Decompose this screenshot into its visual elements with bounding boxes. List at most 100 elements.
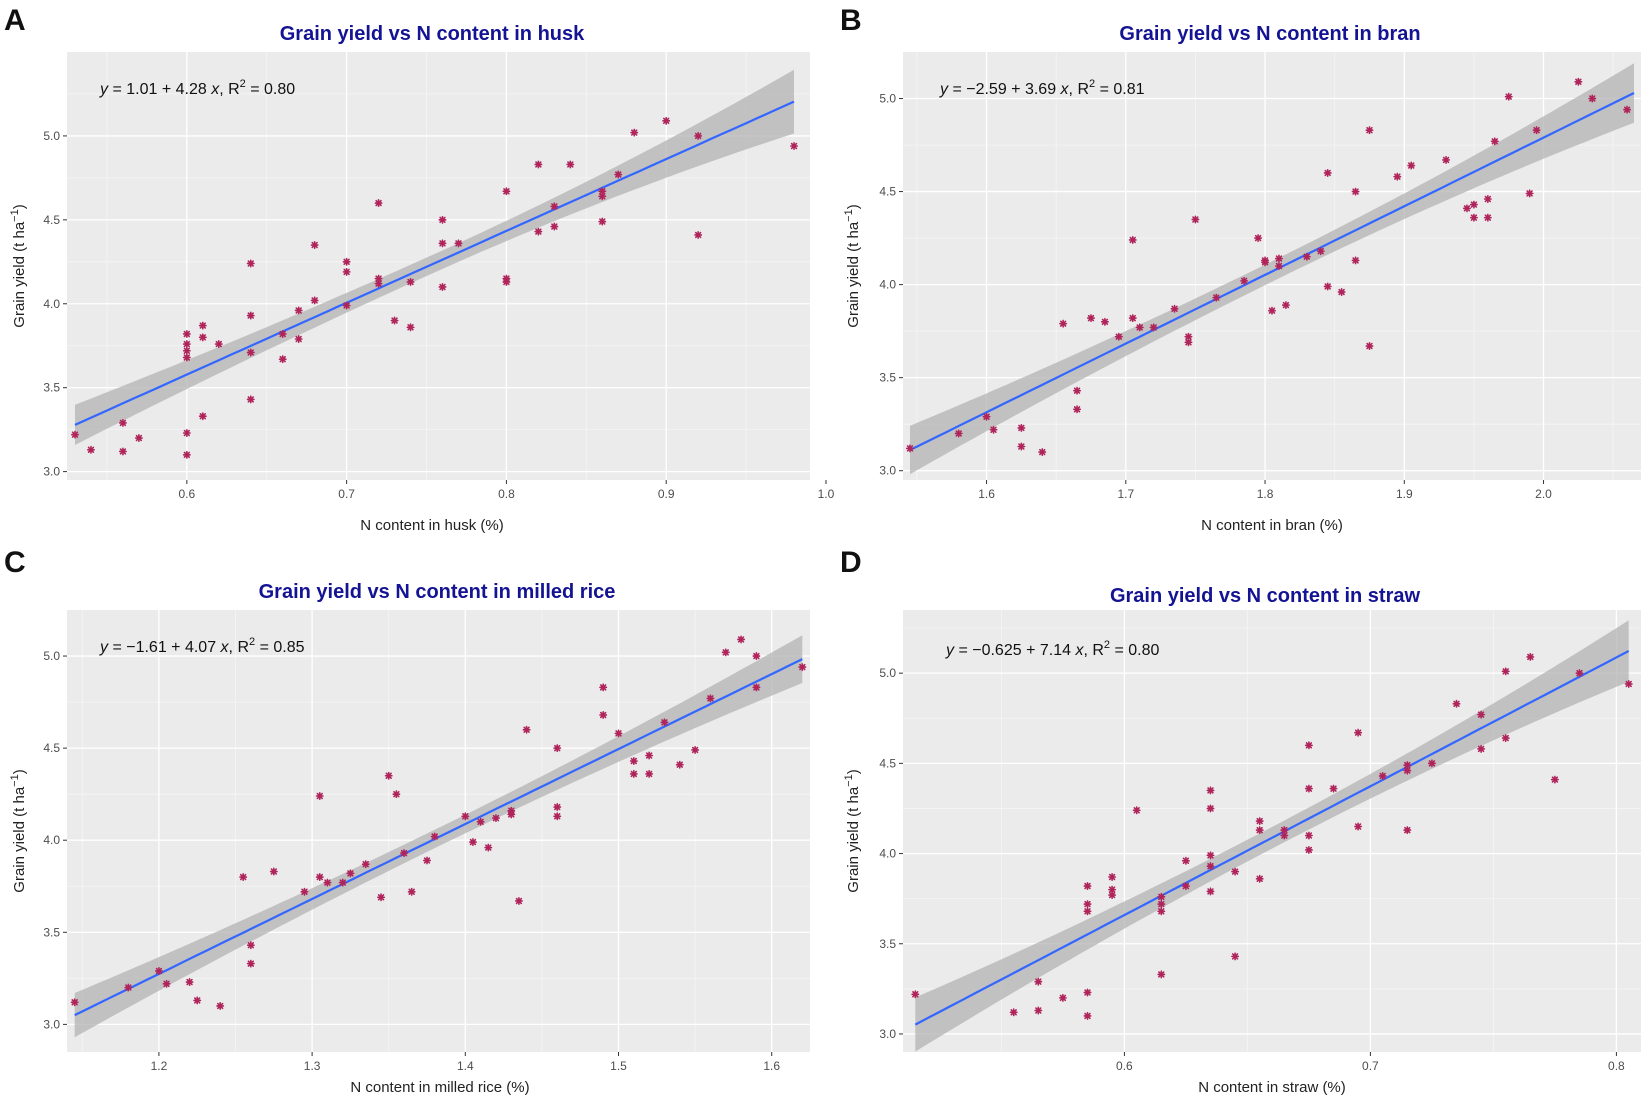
data-point [70,998,79,1007]
data-point [752,683,761,692]
x-tick-label: 1.0 [818,487,835,501]
data-point [1280,826,1289,835]
y-tick-label: 4.5 [43,213,60,227]
data-point [905,444,914,453]
panel-b-fit-line [909,92,1635,451]
data-point [1403,761,1412,770]
data-point [1206,862,1215,871]
panel-a-eq-lhs: y [99,81,109,98]
x-tick-label: 1.9 [1396,487,1413,501]
data-point [294,306,303,315]
data-point [1490,137,1499,146]
data-point [1624,679,1633,688]
panel-d-eq-r2label: , R [1083,642,1103,659]
data-point [438,215,447,224]
data-point [629,757,638,766]
x-tick-label: 1.4 [457,1059,474,1073]
panel-d-title: Grain yield vs N content in straw [1110,585,1421,607]
data-point [1469,200,1478,209]
data-point [323,878,332,887]
panel-c-x-ticks: 1.2 1.3 1.4 1.5 1.6 [151,1052,780,1073]
panel-b-equation: y = −2.59 + 3.69 x, R2 = 0.81 [939,78,1145,98]
data-point [423,856,432,865]
data-point [982,412,991,421]
regression-line [914,650,1630,1026]
data-point [522,725,531,734]
data-point [630,128,639,137]
panel-d-y-ticks: 3.0 3.5 4.0 4.5 5.0 [879,666,903,1041]
data-point [660,718,669,727]
panel-a-confidence-band [75,69,794,445]
panel-c-y-ticks: 3.0 3.5 4.0 4.5 5.0 [43,649,67,1031]
panel-c-eq-r2label: , R [229,639,249,656]
data-point [1083,907,1092,916]
data-point [1083,900,1092,909]
data-point [1073,386,1082,395]
data-point [954,429,963,438]
data-point [468,838,477,847]
data-point [239,873,248,882]
panel-a-eq-r2value: = 0.80 [246,81,295,98]
data-point [550,202,559,211]
panel-c-x-axis-label: N content in milled rice (%) [350,1079,529,1096]
data-point [1255,826,1264,835]
panel-b-eq-lhs: y [939,81,949,98]
data-point [1323,282,1332,291]
data-point [1427,759,1436,768]
data-point [1268,306,1276,315]
data-point [374,274,383,283]
data-point [911,990,920,999]
x-tick-label: 0.9 [658,487,675,501]
data-point [694,131,703,140]
data-point [645,769,654,778]
data-point [1157,892,1166,901]
data-point [1157,907,1166,916]
data-point [598,217,607,226]
data-point [1274,262,1283,270]
panel-a-points [70,116,799,459]
panel-d-fit-line [914,650,1630,1026]
data-point [550,222,559,231]
data-point [491,814,500,823]
data-point [1442,155,1451,164]
data-point [1365,342,1374,351]
data-point [1304,784,1313,793]
y-tick-label: 4.0 [43,833,60,847]
data-point [407,887,416,896]
data-point [1477,710,1486,719]
x-tick-label: 1.7 [1117,487,1134,501]
data-point [1575,669,1584,678]
data-point [1351,256,1360,265]
data-point [182,346,191,355]
data-point [1231,867,1240,876]
data-point [1132,806,1141,815]
data-point [1504,92,1513,101]
data-point [361,860,370,869]
data-point [214,340,223,349]
data-point [162,979,171,988]
panel-c: C Grain yield vs N content in milled ric… [4,546,810,1096]
panel-b-x-axis-label: N content in bran (%) [1201,517,1343,534]
data-point [1588,94,1597,103]
data-point [269,867,278,876]
panel-c-y-axis-label: Grain yield (t ha−1) [9,769,28,892]
data-point [374,199,383,208]
data-point [502,274,511,283]
data-point [1274,254,1283,263]
data-point [1128,235,1137,244]
data-point [342,301,351,310]
data-point [598,187,607,196]
data-point [1083,988,1092,997]
data-point [1316,247,1325,256]
panel-a-y-ticks: 3.0 3.5 4.0 4.5 5.0 [43,129,67,479]
panel-a-x-ticks: 0.6 0.7 0.8 0.9 1.0 [178,480,835,501]
data-point [1206,851,1215,860]
panel-b-y-axis-label: Grain yield (t ha−1) [843,204,862,327]
panel-b-x-ticks: 1.6 1.7 1.8 1.9 2.0 [978,480,1552,501]
data-point [384,771,393,780]
data-point [694,230,703,239]
panel-b-eq-r2label: , R [1069,81,1089,98]
y-tick-label: 3.5 [43,925,60,939]
data-point [182,450,191,459]
x-tick-label: 1.8 [1257,487,1274,501]
